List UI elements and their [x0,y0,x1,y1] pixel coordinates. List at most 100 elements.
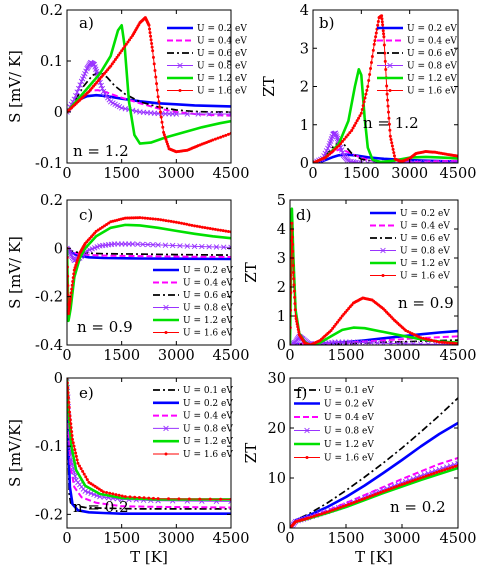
series-marker [389,138,393,142]
series-marker [290,308,293,312]
series-marker [363,497,367,500]
series-marker [360,107,364,111]
series-marker [385,92,389,96]
series-marker [155,82,159,86]
y-tick-label: 10 [268,471,286,487]
series-marker [437,470,441,473]
series-marker [70,430,74,434]
series-marker [146,216,150,220]
series-marker [145,241,151,248]
series-marker [440,469,444,473]
series-marker [421,475,425,479]
series-marker [379,491,383,494]
series-marker [295,322,299,326]
legend-entry: U = 0.4 eV [407,37,457,47]
legend-entry: U = 0.2 eV [183,399,233,409]
series-marker [185,222,189,226]
series-marker [177,243,183,249]
series-marker [331,326,335,330]
x-tick-label: 1500 [103,166,140,182]
series-marker [127,38,131,42]
y-axis-label: ZT [260,76,278,96]
x-tick-label: 3000 [158,531,195,547]
series-marker [169,242,176,249]
series-marker [370,54,374,58]
series-marker [198,497,202,501]
series-marker [129,241,136,247]
series-marker [358,160,365,163]
series-marker [123,44,127,48]
series-marker [416,477,420,481]
legend-entry: U = 0.2 eV [324,400,374,410]
series-marker [385,84,389,88]
series-marker [312,514,316,518]
series-marker [373,39,377,43]
series-marker [184,243,190,249]
series-marker [216,228,220,232]
series-marker [162,133,166,137]
legend-entry: U = 1.2 eV [183,437,233,447]
panel-label: d) [296,206,311,224]
legend-marker [388,89,392,92]
series-marker [354,121,358,125]
series-marker [108,491,112,495]
series-marker [332,130,339,136]
x-tick-label: 0 [285,348,294,364]
series-marker [361,104,365,108]
series-marker [81,469,85,473]
series-marker [111,492,115,496]
series-marker [74,451,78,455]
legend-marker [387,62,393,69]
x-axis-label: T [K] [130,548,168,566]
series-marker [75,458,79,462]
series-marker [165,142,169,146]
x-tick-label: 1500 [328,348,365,364]
y-tick-label: -0.2 [35,290,63,306]
series-group [67,16,231,154]
series-marker [384,68,388,72]
series-marker [332,324,336,328]
series-marker [362,339,369,345]
series-marker [155,242,161,248]
series-marker [435,470,439,474]
legend-entry: U = 0.2 eV [197,24,247,34]
series-marker [79,467,83,471]
series-marker [350,159,357,163]
series-marker [437,340,441,344]
y-tick-label: 5 [277,193,286,209]
x-tick-label: 3000 [391,166,428,182]
series-marker [219,135,223,139]
series-marker [73,266,77,270]
series-marker [151,55,155,59]
series-marker [67,378,70,381]
series-marker [67,312,70,316]
series-marker [101,490,105,494]
plot-frame [289,199,459,346]
series-marker [206,226,210,230]
series-marker [159,115,163,119]
legend-entry: U = 0.4 eV [400,222,450,232]
series-marker [123,495,127,499]
y-tick-label: 0 [277,338,286,354]
series-marker [307,516,311,520]
series-marker [133,495,137,499]
series-marker [68,410,72,414]
y-tick-label: 1 [277,309,286,325]
series-marker [67,395,70,399]
y-tick-label: 4 [300,3,309,19]
series-marker [371,494,375,497]
x-tick-label: 4500 [213,166,250,182]
series-marker [199,243,205,250]
y-axis-label: S [mV/ K] [6,236,24,309]
legend-marker [178,89,182,92]
panel-d: 0 1500 3000 4500 0 1 2 3 4 5 ZT d) n = 0.9 U = 0.2 eV… [242,193,476,364]
series-marker [118,51,122,55]
series-marker [73,92,79,99]
series-marker [71,441,75,445]
series-marker [392,154,396,158]
series-marker [390,141,394,145]
series-marker [384,489,388,492]
series-marker [142,496,146,500]
series-marker [432,339,436,343]
legend-marker [304,427,310,434]
